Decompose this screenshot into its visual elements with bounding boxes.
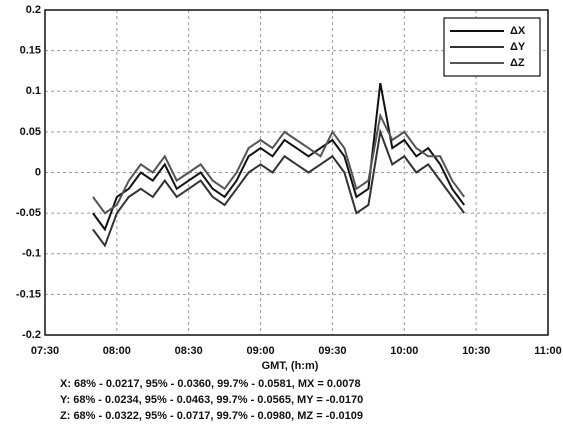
data-line [92, 127, 466, 248]
x-tick-label: 08:30 [175, 345, 203, 357]
y-tick-label: 0.05 [20, 126, 41, 138]
y-tick-label: 0.1 [26, 85, 41, 97]
x-tick-label: 07:30 [31, 345, 59, 357]
x-tick-label: 09:30 [318, 345, 346, 357]
x-tick-label: 08:00 [103, 345, 131, 357]
y-tick-label: 0.15 [20, 45, 41, 57]
x-axis-label: GMT, (h:m) [262, 360, 319, 372]
legend-label: ΔZ [510, 57, 525, 69]
stats-line: X: 68% - 0.0217, 95% - 0.0360, 99.7% - 0… [60, 378, 361, 390]
x-tick-label: 11:00 [534, 345, 562, 357]
data-line [92, 112, 466, 215]
stats-line: Y: 68% - 0.0234, 95% - 0.0463, 99.7% - 0… [60, 394, 363, 406]
legend-label: ΔY [510, 41, 526, 53]
x-tick-label: 10:30 [462, 345, 490, 357]
stats-line: Z: 68% - 0.0322, 95% - 0.0717, 99.7% - 0… [60, 410, 363, 422]
data-line [92, 82, 466, 232]
y-tick-label: 0.2 [26, 4, 41, 16]
plot-frame [44, 9, 549, 336]
y-tick-label: -0.05 [16, 207, 41, 219]
legend-label: ΔX [510, 25, 526, 37]
y-tick-label: -0.15 [16, 288, 41, 300]
x-tick-label: 10:00 [390, 345, 418, 357]
y-tick-label: -0.2 [22, 329, 41, 341]
x-tick-label: 09:00 [247, 345, 275, 357]
y-tick-label: 0 [35, 166, 41, 178]
y-tick-label: -0.1 [22, 248, 41, 260]
